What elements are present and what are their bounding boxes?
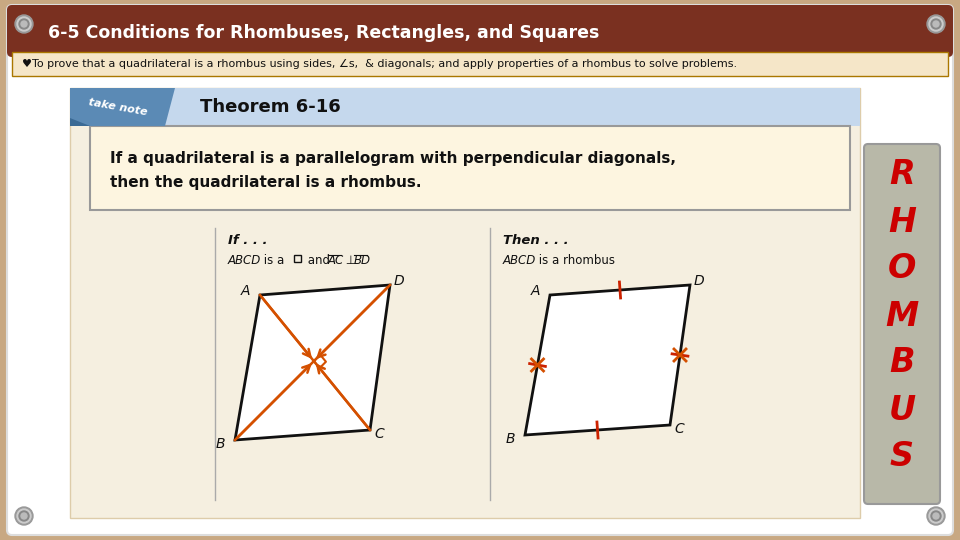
Text: is a rhombus: is a rhombus: [535, 253, 615, 267]
Text: AC: AC: [328, 253, 345, 267]
Text: R: R: [889, 159, 915, 192]
FancyBboxPatch shape: [864, 144, 940, 504]
Text: ABCD: ABCD: [228, 253, 261, 267]
Text: B: B: [215, 437, 225, 451]
Circle shape: [931, 511, 941, 521]
Bar: [70, 88, 860, 126]
Text: If . . .: If . . .: [228, 233, 268, 246]
Circle shape: [929, 509, 943, 523]
Circle shape: [929, 17, 943, 31]
Text: is a: is a: [260, 253, 288, 267]
Text: B: B: [889, 347, 915, 380]
Text: A: A: [531, 284, 540, 298]
Text: C: C: [674, 422, 684, 436]
FancyBboxPatch shape: [7, 5, 953, 57]
Text: O: O: [888, 253, 916, 286]
Text: S: S: [890, 441, 914, 474]
Text: U: U: [888, 394, 916, 427]
Polygon shape: [525, 285, 690, 435]
Text: If a quadrilateral is a parallelogram with perpendicular diagonals,: If a quadrilateral is a parallelogram wi…: [110, 151, 676, 165]
Text: 6-5 Conditions for Rhombuses, Rectangles, and Squares: 6-5 Conditions for Rhombuses, Rectangles…: [48, 24, 599, 42]
Text: B: B: [506, 432, 515, 446]
Circle shape: [19, 19, 29, 29]
Text: Theorem 6-16: Theorem 6-16: [200, 98, 341, 116]
Text: D: D: [394, 274, 404, 288]
Bar: [70, 88, 860, 518]
Polygon shape: [235, 285, 390, 440]
Text: D: D: [694, 274, 705, 288]
Circle shape: [21, 21, 27, 27]
Circle shape: [15, 15, 33, 33]
Text: ⊥: ⊥: [342, 253, 360, 267]
Text: ♥To prove that a quadrilateral is a rhombus using sides, ∠s,  & diagonals; and a: ♥To prove that a quadrilateral is a rhom…: [22, 59, 737, 69]
FancyBboxPatch shape: [7, 5, 953, 535]
Text: ABCD: ABCD: [503, 253, 537, 267]
Circle shape: [933, 513, 939, 519]
Circle shape: [17, 509, 31, 523]
Circle shape: [15, 507, 33, 525]
Text: Then . . .: Then . . .: [503, 233, 568, 246]
Polygon shape: [70, 88, 175, 126]
Text: take note: take note: [87, 97, 148, 117]
Text: A: A: [241, 284, 250, 298]
Circle shape: [927, 15, 945, 33]
Circle shape: [927, 507, 945, 525]
Text: C: C: [374, 427, 384, 441]
Bar: [12, 52, 948, 76]
Bar: [294, 255, 301, 262]
Bar: [90, 126, 850, 210]
Circle shape: [17, 17, 31, 31]
Text: then the quadrilateral is a rhombus.: then the quadrilateral is a rhombus.: [110, 174, 421, 190]
Text: H: H: [888, 206, 916, 239]
Text: and: and: [304, 253, 334, 267]
Circle shape: [21, 513, 27, 519]
Text: BD: BD: [354, 253, 371, 267]
Circle shape: [933, 21, 939, 27]
Circle shape: [19, 511, 29, 521]
Text: M: M: [885, 300, 919, 333]
Bar: [12, 10, 948, 52]
Circle shape: [931, 19, 941, 29]
Polygon shape: [70, 118, 90, 126]
